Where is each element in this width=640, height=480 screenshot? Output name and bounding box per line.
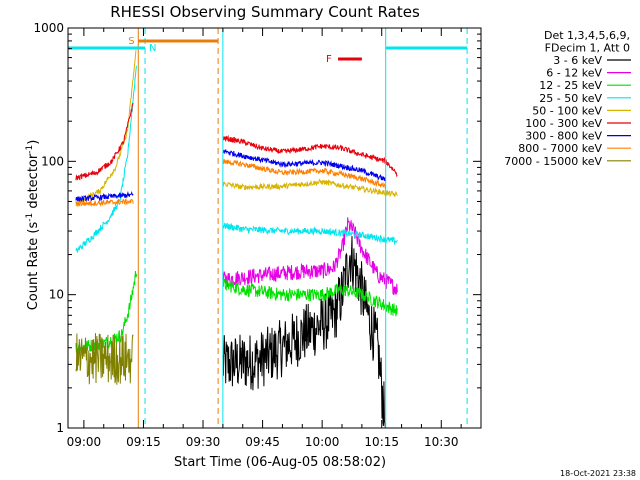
x-tick-label: 09:45 <box>245 435 280 449</box>
night-label: N <box>149 43 156 54</box>
x-tick-label: 10:00 <box>305 435 340 449</box>
y-label-main: Count Rate (s <box>26 222 41 311</box>
series-line-6 <box>75 102 398 181</box>
legend-label: 300 - 800 keV <box>525 130 602 143</box>
vertical-markers <box>137 28 468 428</box>
plot-frame <box>67 27 482 429</box>
series-line-7 <box>75 149 386 203</box>
flag-bars: S N F <box>68 36 468 65</box>
svg-text:Count Rate (s-1 detector-1): Count Rate (s-1 detector-1) <box>25 140 41 311</box>
y-tick-label: 100 <box>41 154 64 168</box>
saa-label: S <box>128 36 134 47</box>
legend-label: 100 - 300 keV <box>525 117 602 130</box>
timestamp: 18-Oct-2021 23:38 <box>560 469 636 478</box>
series-layer <box>75 49 398 429</box>
y-label-mid: detector <box>26 153 41 213</box>
axes: 09:00 09:15 09:30 09:45 10:00 10:15 10:30 1 10 10… <box>33 21 482 449</box>
y-tick-label: 1 <box>56 421 64 435</box>
series-line-1 <box>222 236 386 429</box>
chart-title: RHESSI Observing Summary Count Rates <box>110 3 420 21</box>
legend-label: 3 - 6 keV <box>553 54 602 67</box>
legend-label: 7000 - 15000 keV <box>504 155 602 168</box>
legend-label: 800 - 7000 keV <box>518 142 602 155</box>
x-tick-label: 09:15 <box>126 435 161 449</box>
legend-label: 12 - 25 keV <box>539 79 602 92</box>
series-line-9 <box>75 333 134 385</box>
legend-header-line: Det 1,3,4,5,6,9, <box>544 29 630 42</box>
legend: Det 1,3,4,5,6,9,FDecim 1, Att 03 - 6 keV… <box>504 29 631 168</box>
x-tick-label: 10:15 <box>364 435 399 449</box>
series-line-5 <box>75 49 398 207</box>
x-tick-label: 10:30 <box>424 435 459 449</box>
legend-label: 50 - 100 keV <box>532 104 602 117</box>
y-tick-label: 1000 <box>33 21 64 35</box>
x-tick-label: 09:30 <box>186 435 221 449</box>
x-axis-label: Start Time (06-Aug-05 08:58:02) <box>174 455 386 470</box>
series-line-4 <box>75 65 398 253</box>
legend-label: 25 - 50 keV <box>539 92 602 105</box>
legend-header-line: FDecim 1, Att 0 <box>545 42 630 55</box>
x-tick-label: 09:00 <box>67 435 102 449</box>
series-line-2 <box>222 217 398 296</box>
y-label-sup-1: -1 <box>25 213 35 222</box>
y-label-end: ) <box>26 140 41 145</box>
y-tick-label: 10 <box>49 288 64 302</box>
legend-label: 6 - 12 keV <box>546 67 602 80</box>
flare-label: F <box>326 54 332 65</box>
y-label-sup-2: -1 <box>25 145 35 154</box>
y-axis-label: Count Rate (s-1 detector-1) <box>25 140 41 311</box>
series-line-8 <box>75 159 386 208</box>
